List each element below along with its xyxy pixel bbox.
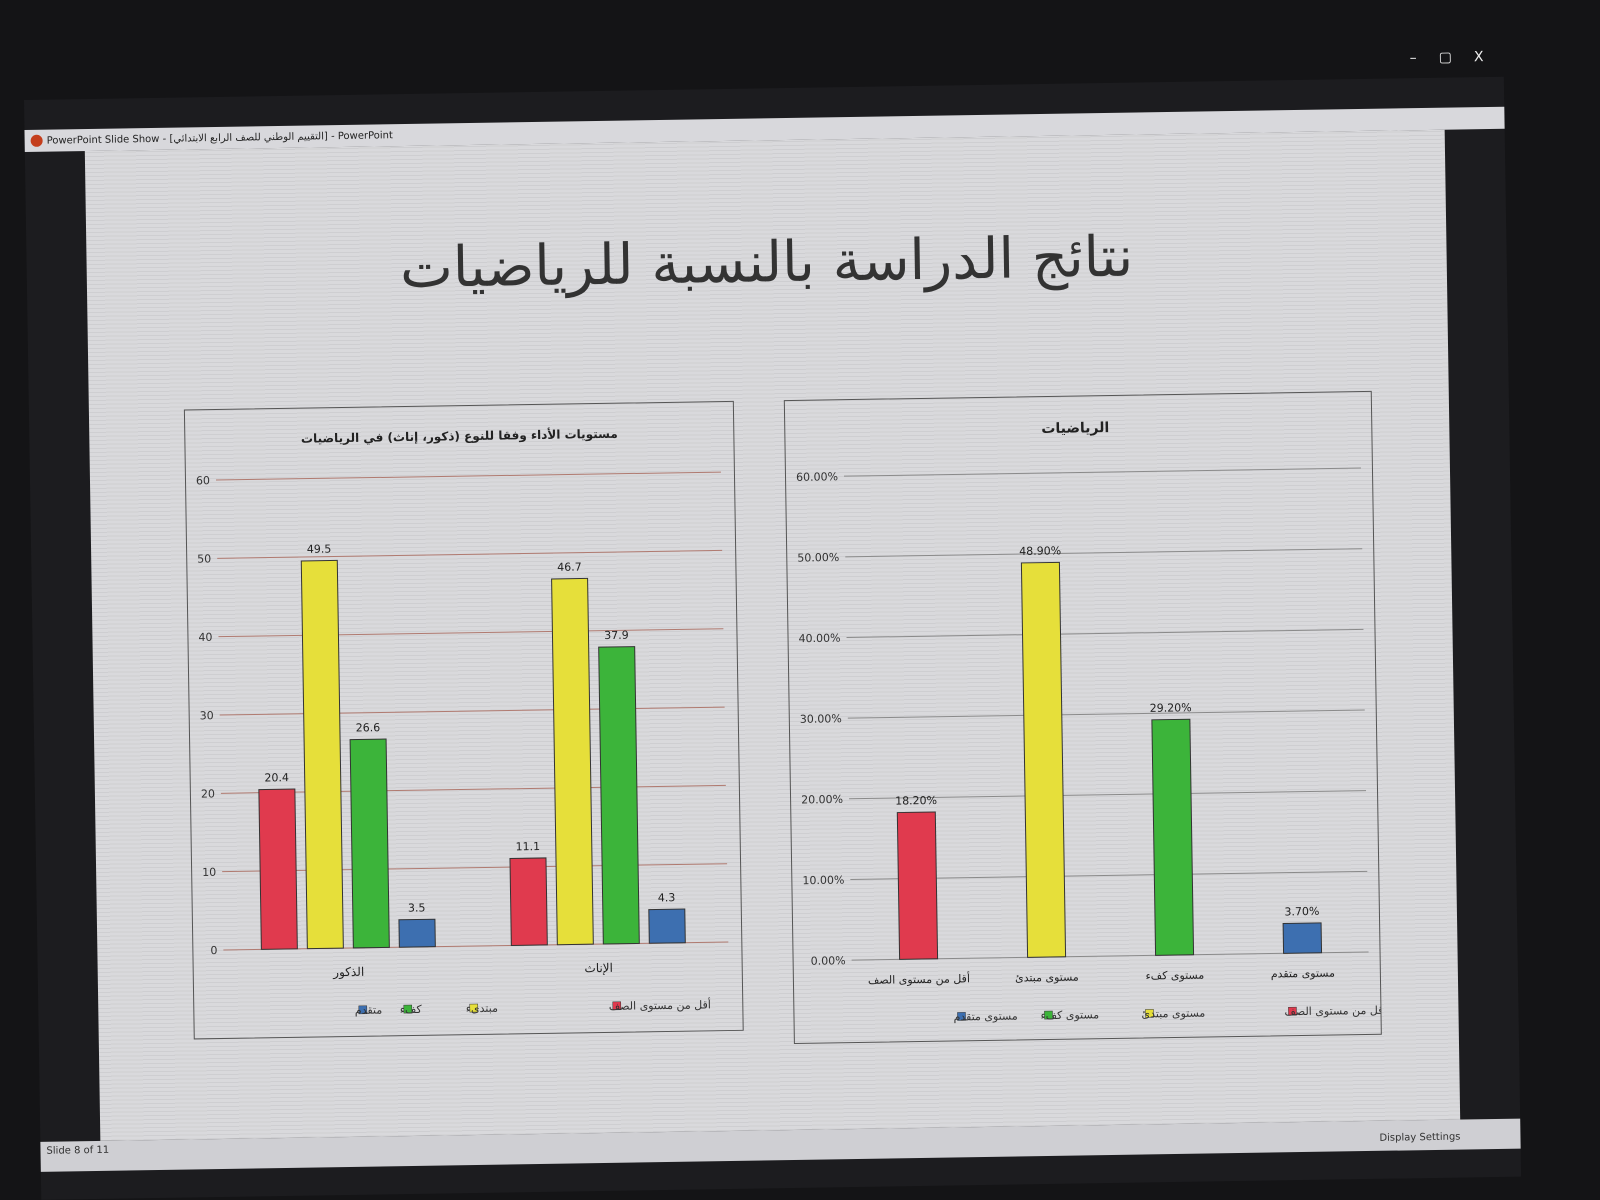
window-controls: – ▢ X bbox=[1410, 49, 1484, 66]
data-label: 18.20% bbox=[895, 794, 937, 808]
display-settings-button[interactable]: Display Settings bbox=[1379, 1131, 1461, 1144]
math-chart-svg: الرياضيات 0.00% 10.00% 20.00% 30.00% 40.00% 50… bbox=[796, 420, 1387, 1024]
y-tick-label: 60.00% bbox=[796, 470, 838, 484]
slide-counter: Slide 8 of 11 bbox=[46, 1144, 110, 1157]
data-label: 3.5 bbox=[408, 901, 426, 914]
gridline bbox=[219, 706, 725, 716]
close-button[interactable]: X bbox=[1473, 49, 1484, 66]
monitor-screen: – ▢ X PowerPoint Slide Show - [التقييم ا… bbox=[24, 49, 1522, 1200]
bar bbox=[551, 577, 594, 946]
restore-button[interactable]: ▢ bbox=[1438, 49, 1453, 66]
y-tick-label: 10 bbox=[202, 866, 216, 879]
y-tick-label: 50.00% bbox=[797, 551, 839, 565]
bar bbox=[1020, 561, 1067, 958]
category-label: مستوى مبتدئ bbox=[1015, 971, 1079, 985]
bar bbox=[509, 857, 548, 946]
legend-swatch bbox=[1145, 1009, 1154, 1018]
y-tick-label: 10.00% bbox=[802, 874, 844, 888]
slide-title: نتائج الدراسة بالنسبة للرياضيات bbox=[399, 224, 1134, 302]
gridline bbox=[222, 863, 728, 873]
legend-label: مبتدىء bbox=[466, 1002, 498, 1016]
legend-swatch bbox=[1288, 1006, 1297, 1016]
minimize-button[interactable]: – bbox=[1409, 50, 1417, 67]
chart-title: مستويات الأداء وفقا للنوع (ذكور، إناث) ف… bbox=[301, 426, 618, 447]
gridline bbox=[846, 628, 1364, 638]
legend-label: مستوى متقدم bbox=[953, 1010, 1017, 1024]
category-label: مستوى متقدم bbox=[1271, 967, 1335, 981]
bar bbox=[258, 788, 298, 950]
data-label: 46.7 bbox=[557, 560, 582, 573]
legend-swatch bbox=[358, 1005, 368, 1015]
y-tick-label: 30.00% bbox=[800, 712, 842, 726]
category-label: أقل من مستوى الصف bbox=[868, 971, 970, 987]
y-tick-label: 20.00% bbox=[801, 793, 843, 807]
gridline bbox=[218, 628, 724, 638]
category-label: الإناث bbox=[584, 961, 613, 975]
category-label: الذكور bbox=[332, 965, 364, 981]
data-label: 26.6 bbox=[356, 721, 381, 734]
data-label: 3.70% bbox=[1284, 905, 1319, 919]
data-label: 11.1 bbox=[515, 840, 540, 853]
gridline bbox=[849, 790, 1367, 800]
bar bbox=[398, 918, 436, 948]
legend-label: أقل من مستوى الصف bbox=[1284, 1003, 1380, 1019]
legend-label: متقدم bbox=[355, 1003, 383, 1016]
legend-swatch bbox=[1044, 1010, 1053, 1020]
y-tick-label: 0 bbox=[210, 944, 217, 957]
chart-title: الرياضيات bbox=[1041, 420, 1109, 437]
window-title: PowerPoint Slide Show - [التقييم الوطني … bbox=[46, 129, 393, 147]
legend-swatch bbox=[469, 1003, 479, 1013]
y-tick-label: 60 bbox=[196, 474, 210, 487]
y-tick-label: 50 bbox=[197, 552, 211, 565]
legend-swatch bbox=[612, 1001, 622, 1011]
legend-swatch bbox=[403, 1004, 413, 1014]
data-label: 49.5 bbox=[307, 542, 332, 555]
bar bbox=[598, 646, 640, 945]
y-tick-label: 20 bbox=[201, 787, 215, 800]
legend-label: أقل من مستوى الصف bbox=[609, 997, 711, 1013]
legend-label: كفء bbox=[400, 1003, 423, 1016]
bar bbox=[896, 811, 939, 960]
bar bbox=[648, 908, 686, 944]
y-tick-label: 30 bbox=[200, 709, 214, 722]
gridline bbox=[217, 549, 723, 559]
gridline bbox=[847, 709, 1365, 719]
bar bbox=[1151, 718, 1195, 956]
data-label: 29.20% bbox=[1150, 701, 1192, 715]
gender-chart-svg: مستويات الأداء وفقا للنوع (ذكور، إناث) ف… bbox=[196, 426, 729, 1017]
legend-swatch bbox=[957, 1012, 966, 1021]
y-tick-label: 40.00% bbox=[799, 632, 841, 646]
gridline bbox=[844, 467, 1361, 477]
data-label: 20.4 bbox=[264, 771, 289, 784]
powerpoint-icon bbox=[30, 134, 43, 147]
slide: نتائج الدراسة بالنسبة للرياضيات مستويات … bbox=[84, 129, 1461, 1141]
math-chart: الرياضيات 0.00% 10.00% 20.00% 30.00% 40.00% 50… bbox=[783, 390, 1387, 1045]
bar bbox=[300, 559, 344, 950]
data-label: 48.90% bbox=[1019, 544, 1061, 558]
bar bbox=[349, 738, 390, 949]
y-tick-label: 40 bbox=[198, 631, 212, 644]
gender-chart: مستويات الأداء وفقا للنوع (ذكور، إناث) ف… bbox=[183, 400, 744, 1040]
data-label: 4.3 bbox=[658, 891, 676, 904]
data-label: 37.9 bbox=[604, 629, 629, 642]
legend-label: مستوى كفء bbox=[1040, 1008, 1099, 1022]
category-label: مستوى كفء bbox=[1145, 969, 1204, 983]
gridline bbox=[215, 471, 721, 481]
gridline bbox=[845, 548, 1363, 558]
y-tick-label: 0.00% bbox=[811, 954, 846, 968]
legend-label: مستوى مبتدئ bbox=[1141, 1007, 1205, 1021]
gridline bbox=[220, 784, 726, 794]
bar bbox=[1282, 922, 1323, 954]
